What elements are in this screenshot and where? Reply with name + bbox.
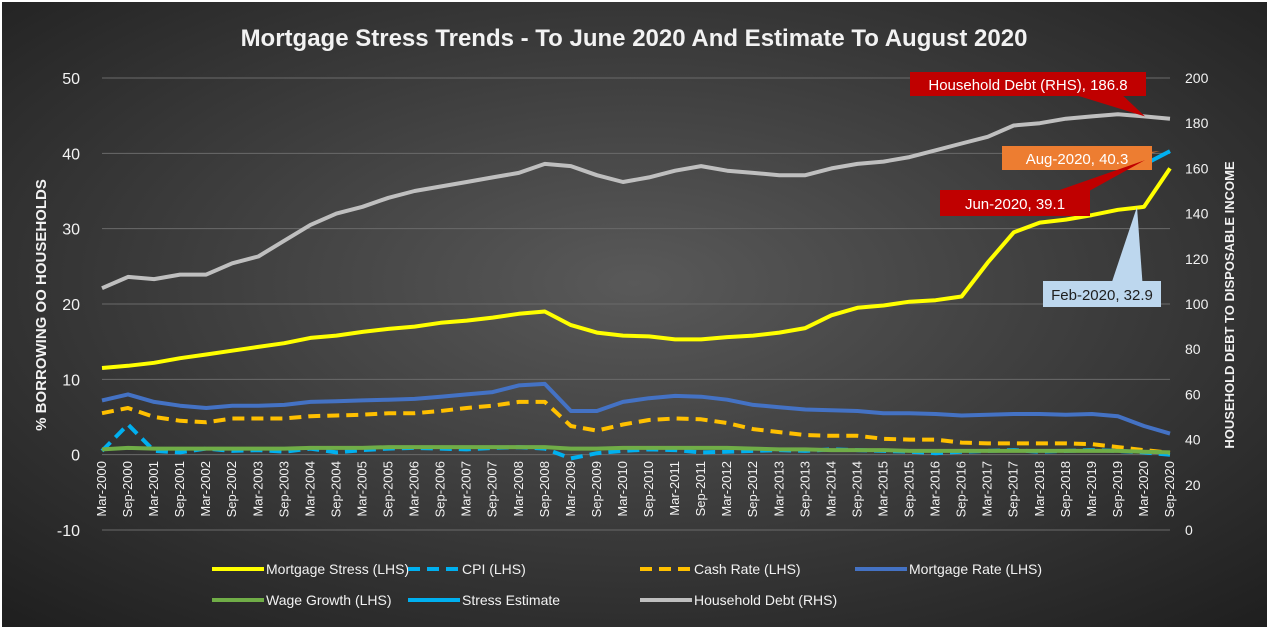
annotation-box <box>1043 281 1161 307</box>
series-line-4 <box>101 381 1171 436</box>
annotation-box <box>1002 146 1152 170</box>
x-tick-label: Mar-2015 <box>875 461 890 517</box>
x-tick-labels: Mar-2000 Sep-2000 Mar-2001 Sep-2001 Mar-2002… <box>94 461 1177 517</box>
x-tick-label: Sep-2009 <box>589 461 604 517</box>
y-tick-right: 0 <box>1185 522 1193 538</box>
series-group <box>100 112 1172 461</box>
legend-label: Stress Estimate <box>462 592 560 608</box>
y-tick-right: 200 <box>1185 70 1209 86</box>
series-line-1 <box>101 167 1172 370</box>
y-tick-right: 20 <box>1185 477 1201 493</box>
series-line-3 <box>101 399 1171 455</box>
annotation-label: Jun-2020, 39.1 <box>965 196 1065 213</box>
x-tick-label: Sep-2007 <box>485 461 500 517</box>
x-tick-label: Sep-2013 <box>797 461 812 517</box>
y-tick-right: 120 <box>1185 251 1209 267</box>
x-tick-label: Mar-2020 <box>1136 461 1151 517</box>
x-tick-label: Sep-2017 <box>1006 461 1021 517</box>
y-tick-right: 160 <box>1185 160 1209 176</box>
x-tick-label: Sep-2012 <box>745 461 760 517</box>
legend-label: Mortgage Rate (LHS) <box>909 561 1042 577</box>
x-tick-label: Sep-2000 <box>120 461 135 517</box>
x-tick-label: Sep-2006 <box>433 461 448 517</box>
gridlines <box>102 77 1170 531</box>
legend-label: Mortgage Stress (LHS) <box>266 561 409 577</box>
x-tick-label: Sep-2001 <box>172 461 187 517</box>
legend-label: CPI (LHS) <box>462 561 526 577</box>
y-tick-left: 20 <box>62 297 80 314</box>
x-tick-label: Mar-2008 <box>511 461 526 517</box>
x-tick-label: Sep-2005 <box>381 461 396 517</box>
x-tick-label: Mar-2010 <box>615 461 630 517</box>
x-tick-label: Sep-2011 <box>693 461 708 516</box>
x-tick-label: Mar-2016 <box>928 461 943 517</box>
annotation-pointer <box>1107 206 1144 294</box>
x-tick-label: Mar-2006 <box>407 461 422 517</box>
x-tick-label: Mar-2014 <box>823 461 838 517</box>
legend-label: Wage Growth (LHS) <box>266 592 392 608</box>
y-tick-right: 60 <box>1185 386 1201 402</box>
annotation-label: Feb-2020, 32.9 <box>1051 287 1153 304</box>
x-tick-label: Mar-2019 <box>1084 461 1099 517</box>
y-axis-left-label: % BORROWING OO HOUSEHOLDS <box>33 179 50 431</box>
x-tick-label: Sep-2019 <box>1110 461 1125 517</box>
y-tick-right: 140 <box>1185 206 1209 222</box>
x-tick-label: Mar-2017 <box>980 461 995 517</box>
y-tick-left: 40 <box>62 146 80 163</box>
x-tick-label: Mar-2018 <box>1032 461 1047 517</box>
annotation-label: Household Debt (RHS), 186.8 <box>928 77 1127 94</box>
series-line-0 <box>101 112 1171 291</box>
y-axis-right-label: HOUSEHOLD DEBT TO DISPOSABLE INCOME <box>1222 161 1237 449</box>
legend: Mortgage Stress (LHS) CPI (LHS) Cash Rate … <box>212 561 1042 608</box>
x-tick-label: Mar-2002 <box>198 461 213 517</box>
x-tick-label: Sep-2002 <box>224 461 239 517</box>
y-tick-right: 80 <box>1185 341 1201 357</box>
y-tick-left: 30 <box>62 222 80 239</box>
x-tick-label: Mar-2005 <box>354 461 369 517</box>
x-tick-label: Sep-2018 <box>1058 461 1073 517</box>
y-tick-left: 50 <box>62 71 80 88</box>
annotation-box <box>940 190 1090 216</box>
x-tick-label: Mar-2000 <box>94 461 109 517</box>
y-tick-right: 180 <box>1185 115 1209 131</box>
x-tick-label: Mar-2001 <box>146 461 161 517</box>
y-ticks-left: 50 40 30 20 10 0 -10 <box>57 71 80 540</box>
x-tick-label: Mar-2011 <box>667 461 682 516</box>
y-tick-right: 100 <box>1185 296 1209 312</box>
x-tick-label: Sep-2003 <box>276 461 291 517</box>
x-tick-label: Sep-2015 <box>902 461 917 517</box>
series-line-5 <box>101 445 1171 455</box>
annotations: Household Debt (RHS), 186.8 Aug-2020, 40.… <box>910 72 1161 307</box>
x-tick-label: Mar-2012 <box>719 461 734 517</box>
x-tick-label: Mar-2009 <box>563 461 578 517</box>
x-tick-label: Mar-2013 <box>771 461 786 517</box>
legend-label: Cash Rate (LHS) <box>694 561 801 577</box>
annotation-label: Aug-2020, 40.3 <box>1026 151 1129 168</box>
legend-label: Household Debt (RHS) <box>694 592 837 608</box>
x-tick-label: Sep-2016 <box>954 461 969 517</box>
y-tick-left: 0 <box>71 448 80 465</box>
x-tick-label: Mar-2007 <box>459 461 474 517</box>
y-tick-left: 10 <box>62 372 80 389</box>
y-tick-left: -10 <box>57 523 80 540</box>
annotation-box <box>910 72 1146 96</box>
x-tick-label: Sep-2010 <box>641 461 656 517</box>
x-tick-label: Sep-2014 <box>849 461 864 517</box>
y-tick-right: 40 <box>1185 432 1201 448</box>
x-tick-label: Mar-2003 <box>250 461 265 517</box>
x-tick-label: Mar-2004 <box>302 461 317 517</box>
x-tick-label: Sep-2004 <box>328 461 343 517</box>
chart-title: Mortgage Stress Trends - To June 2020 An… <box>241 25 1028 52</box>
x-tick-label: Sep-2020 <box>1162 461 1177 517</box>
x-tick-label: Sep-2008 <box>537 461 552 517</box>
